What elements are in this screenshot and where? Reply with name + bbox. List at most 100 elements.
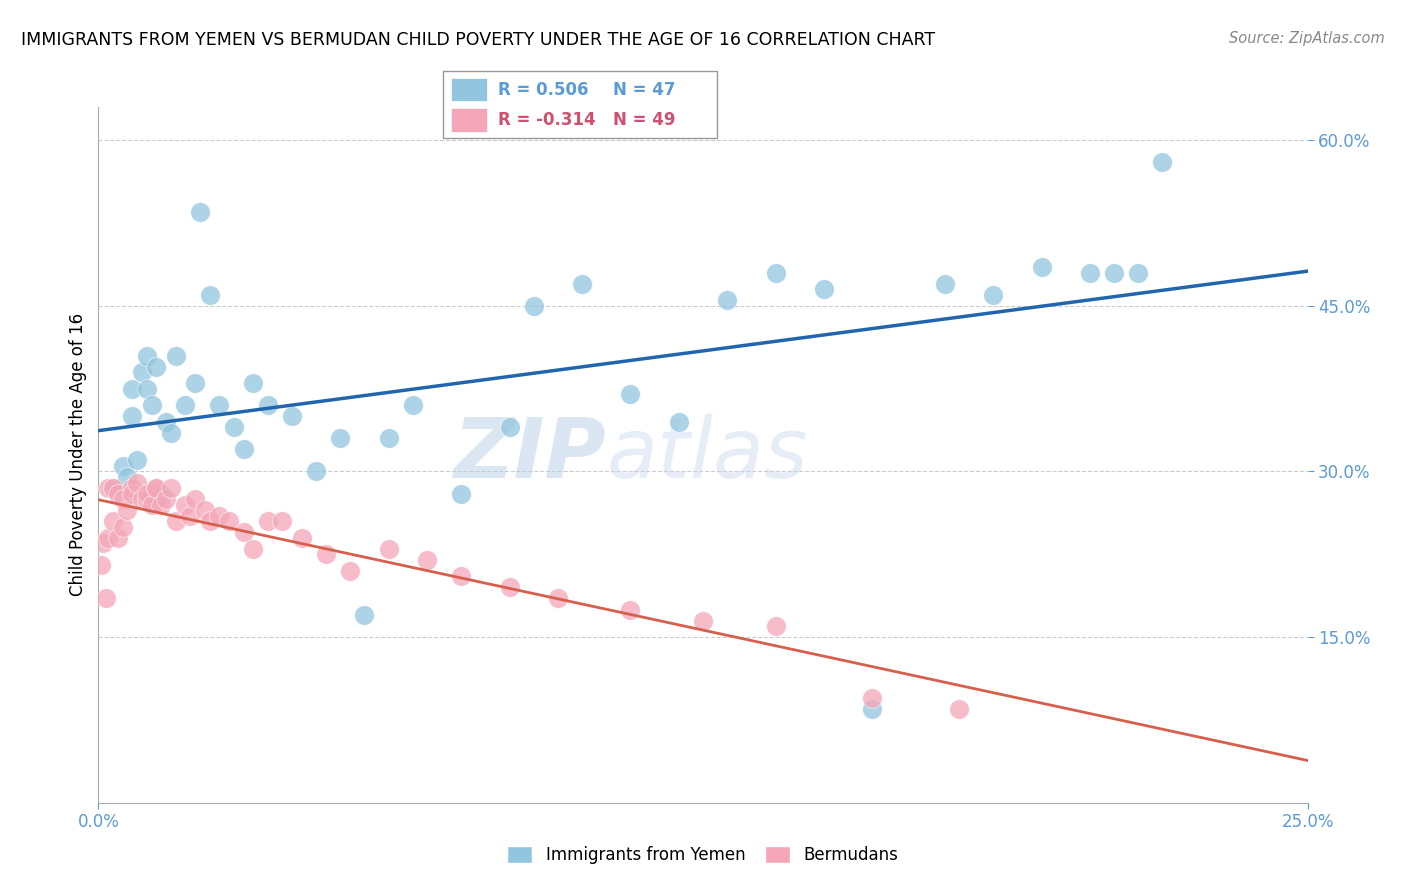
Point <box>315 547 337 561</box>
Point <box>121 486 143 500</box>
Point <box>571 277 593 291</box>
Point <box>145 481 167 495</box>
Point <box>416 553 439 567</box>
Point <box>145 481 167 495</box>
Point <box>174 498 197 512</box>
Point <box>179 508 201 523</box>
Point <box>135 349 157 363</box>
Point <box>97 481 120 495</box>
Point <box>981 287 1004 301</box>
Point <box>377 431 399 445</box>
Point <box>174 398 197 412</box>
Point <box>90 558 112 573</box>
Point <box>218 514 240 528</box>
Point <box>765 266 787 280</box>
Point <box>184 492 207 507</box>
Point <box>813 282 835 296</box>
Point <box>305 465 328 479</box>
Point <box>523 299 546 313</box>
Point <box>198 287 221 301</box>
Point <box>155 415 177 429</box>
Text: N = 47: N = 47 <box>613 81 675 99</box>
Point <box>155 492 177 507</box>
Point <box>339 564 361 578</box>
Point <box>117 470 139 484</box>
Point <box>450 486 472 500</box>
Point <box>107 531 129 545</box>
Point <box>127 475 149 490</box>
Point <box>498 420 520 434</box>
Point <box>934 277 956 291</box>
Point <box>141 498 163 512</box>
Point <box>91 536 114 550</box>
Text: R = 0.506: R = 0.506 <box>498 81 588 99</box>
Point <box>402 398 425 412</box>
FancyBboxPatch shape <box>443 71 717 138</box>
Point <box>290 531 312 545</box>
Text: Source: ZipAtlas.com: Source: ZipAtlas.com <box>1229 31 1385 46</box>
Text: atlas: atlas <box>606 415 808 495</box>
Point <box>1152 155 1174 169</box>
Point <box>184 376 207 391</box>
Point <box>208 398 231 412</box>
Point <box>1078 266 1101 280</box>
Point <box>160 425 183 440</box>
Point <box>131 365 153 379</box>
Point <box>1031 260 1053 275</box>
Point <box>547 591 569 606</box>
Point <box>256 398 278 412</box>
Point <box>232 442 254 457</box>
Point <box>281 409 304 424</box>
Point <box>150 486 173 500</box>
Point <box>242 541 264 556</box>
Point <box>165 514 187 528</box>
Point <box>271 514 294 528</box>
Bar <box>451 78 486 102</box>
Point <box>353 608 375 623</box>
Point <box>121 481 143 495</box>
Point <box>860 690 883 705</box>
Point <box>117 503 139 517</box>
Text: R = -0.314: R = -0.314 <box>498 111 595 128</box>
Point <box>150 498 173 512</box>
Point <box>242 376 264 391</box>
Point <box>121 409 143 424</box>
Point <box>194 503 217 517</box>
Point <box>668 415 690 429</box>
Point <box>1128 266 1150 280</box>
Point <box>765 619 787 633</box>
Bar <box>451 108 486 131</box>
Point <box>97 531 120 545</box>
Point <box>101 481 124 495</box>
Point <box>208 508 231 523</box>
Point <box>131 492 153 507</box>
Legend: Immigrants from Yemen, Bermudans: Immigrants from Yemen, Bermudans <box>501 839 905 871</box>
Point <box>111 492 134 507</box>
Point <box>101 481 124 495</box>
Point <box>329 431 352 445</box>
Text: N = 49: N = 49 <box>613 111 675 128</box>
Point <box>232 525 254 540</box>
Point <box>135 486 157 500</box>
Point <box>498 581 520 595</box>
Point <box>127 453 149 467</box>
Point <box>188 205 211 219</box>
Point <box>256 514 278 528</box>
Point <box>145 359 167 374</box>
Point <box>948 702 970 716</box>
Point <box>135 492 157 507</box>
Text: IMMIGRANTS FROM YEMEN VS BERMUDAN CHILD POVERTY UNDER THE AGE OF 16 CORRELATION : IMMIGRANTS FROM YEMEN VS BERMUDAN CHILD … <box>21 31 935 49</box>
Point <box>716 293 738 308</box>
Point <box>111 458 134 473</box>
Point <box>619 387 641 401</box>
Point <box>107 486 129 500</box>
Point <box>121 382 143 396</box>
Point <box>94 591 117 606</box>
Text: ZIP: ZIP <box>454 415 606 495</box>
Point <box>860 702 883 716</box>
Point <box>1102 266 1125 280</box>
Point <box>101 514 124 528</box>
Y-axis label: Child Poverty Under the Age of 16: Child Poverty Under the Age of 16 <box>69 313 87 597</box>
Point <box>135 382 157 396</box>
Point <box>111 519 134 533</box>
